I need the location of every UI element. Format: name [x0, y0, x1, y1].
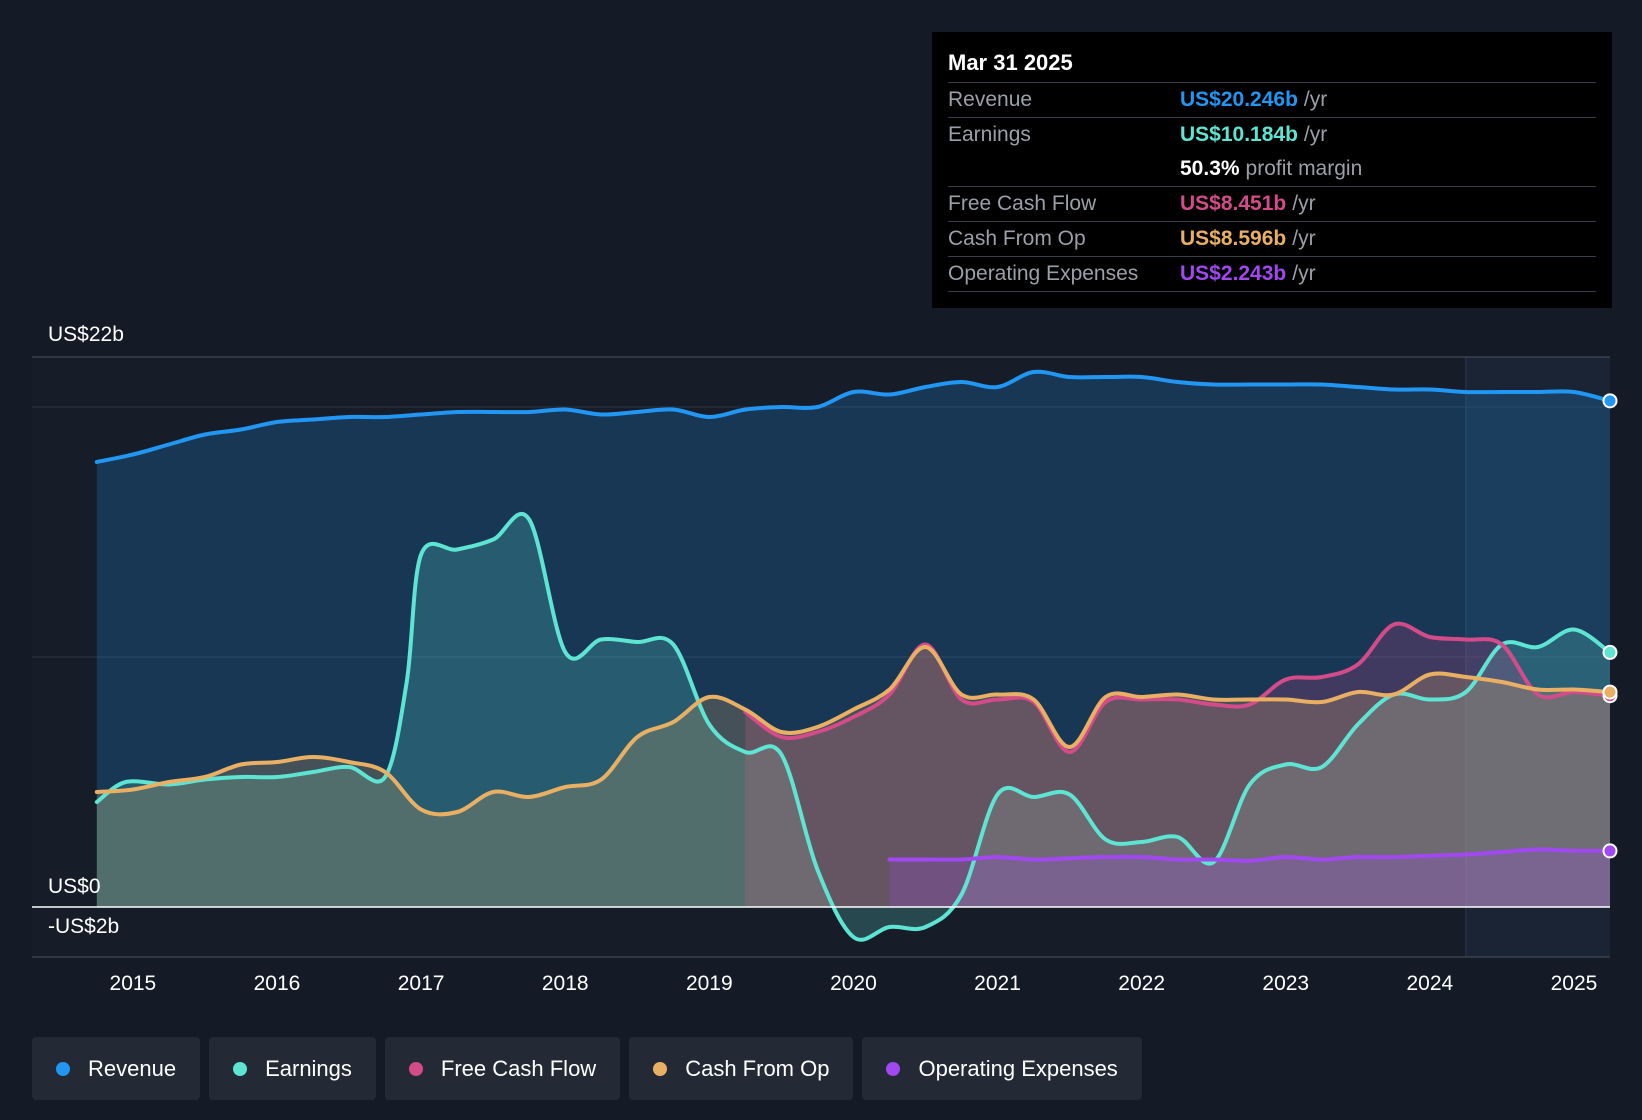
legend-label: Cash From Op	[685, 1055, 830, 1081]
legend-item-earnings[interactable]: Earnings	[209, 1037, 376, 1100]
tooltip-label: Revenue	[948, 88, 1033, 111]
tooltip-unit: /yr	[1292, 192, 1316, 215]
legend-dot-icon	[233, 1061, 248, 1076]
tooltip-label	[948, 152, 1180, 186]
tooltip-row-earnings: Earnings US$10.184b /yr	[948, 118, 1596, 152]
tooltip-label: Earnings	[948, 123, 1031, 146]
x-tick-label: 2015	[110, 972, 157, 995]
series-line-cash-from-op	[94, 645, 1612, 817]
x-tick-label: 2025	[1551, 972, 1598, 995]
legend-item-free-cash-flow[interactable]: Free Cash Flow	[384, 1037, 621, 1100]
legend-label: Free Cash Flow	[440, 1055, 597, 1081]
tooltip-value: 50.3%	[1180, 157, 1240, 180]
series-area-revenue	[96, 371, 1610, 907]
x-tick-label: 2019	[686, 972, 733, 995]
tooltip-unit: /yr	[1303, 123, 1328, 146]
legend-dot-icon	[56, 1061, 70, 1076]
legend-item-operating-expenses[interactable]: Operating Expenses	[862, 1037, 1142, 1100]
x-tick-label: 2024	[1407, 972, 1454, 995]
legend-dot-icon	[408, 1061, 423, 1076]
tooltip-value: US$2.243b	[1180, 262, 1287, 285]
tooltip-date: Mar 31 2025	[948, 46, 1596, 83]
legend-item-cash-from-op[interactable]: Cash From Op	[629, 1037, 854, 1100]
tooltip-value: US$10.184b	[1180, 123, 1298, 146]
series-area-earnings	[96, 513, 1610, 940]
series-line-operating-expenses	[887, 847, 1612, 863]
tooltip-row-cash-from-op: Cash From Op US$8.596b /yr	[948, 222, 1596, 257]
series-area-operating-expenses	[889, 849, 1610, 907]
tooltip: Mar 31 2025 Revenue US$20.246b /yr Earni…	[932, 32, 1612, 308]
legend-label: Revenue	[88, 1055, 177, 1081]
series-area-cash-from-op	[96, 646, 1610, 907]
series-end-marker-earnings	[1602, 644, 1618, 660]
tooltip-label: Cash From Op	[948, 227, 1086, 250]
tooltip-row-revenue: Revenue US$20.246b /yr	[948, 83, 1596, 118]
x-tick-label: 2022	[1118, 972, 1165, 995]
tooltip-row-operating-expenses: Operating Expenses US$2.243b /yr	[948, 257, 1596, 292]
x-tick-label: 2017	[398, 972, 445, 995]
tooltip-unit: profit margin	[1245, 157, 1363, 180]
series-end-marker-operating-expenses	[1602, 843, 1618, 859]
tooltip-value: US$8.596b	[1180, 227, 1287, 250]
legend-label: Operating Expenses	[918, 1055, 1118, 1081]
x-tick-label: 2016	[254, 972, 301, 995]
y-tick-label: -US$2b	[48, 915, 119, 938]
legend-label: Earnings	[265, 1055, 352, 1081]
tooltip-row-profit-margin: 50.3% profit margin	[948, 152, 1596, 187]
y-tick-label: US$0	[48, 875, 101, 898]
x-tick-label: 2020	[830, 972, 877, 995]
tooltip-unit: /yr	[1292, 227, 1316, 250]
series-end-marker-revenue	[1602, 393, 1618, 409]
x-tick-label: 2018	[542, 972, 589, 995]
tooltip-row-free-cash-flow: Free Cash Flow US$8.451b /yr	[948, 187, 1596, 222]
tooltip-label: Free Cash Flow	[948, 192, 1097, 215]
series-end-marker-cash-from-op	[1602, 684, 1618, 700]
series-line-revenue	[94, 369, 1612, 464]
tooltip-unit: /yr	[1303, 88, 1328, 111]
legend-dot-icon	[886, 1061, 901, 1076]
legend-item-revenue[interactable]: Revenue	[32, 1037, 201, 1100]
x-tick-label: 2023	[1262, 972, 1309, 995]
series-line-free-cash-flow	[743, 621, 1612, 754]
legend: Revenue Earnings Free Cash Flow Cash Fro…	[32, 1037, 1142, 1100]
y-tick-label: US$22b	[48, 323, 124, 346]
legend-dot-icon	[653, 1061, 668, 1076]
tooltip-value: US$20.246b	[1180, 88, 1298, 111]
series-line-earnings	[94, 511, 1612, 942]
tooltip-value: US$8.451b	[1180, 192, 1287, 215]
x-tick-label: 2021	[974, 972, 1021, 995]
tooltip-label: Operating Expenses	[948, 262, 1139, 285]
tooltip-unit: /yr	[1292, 262, 1316, 285]
